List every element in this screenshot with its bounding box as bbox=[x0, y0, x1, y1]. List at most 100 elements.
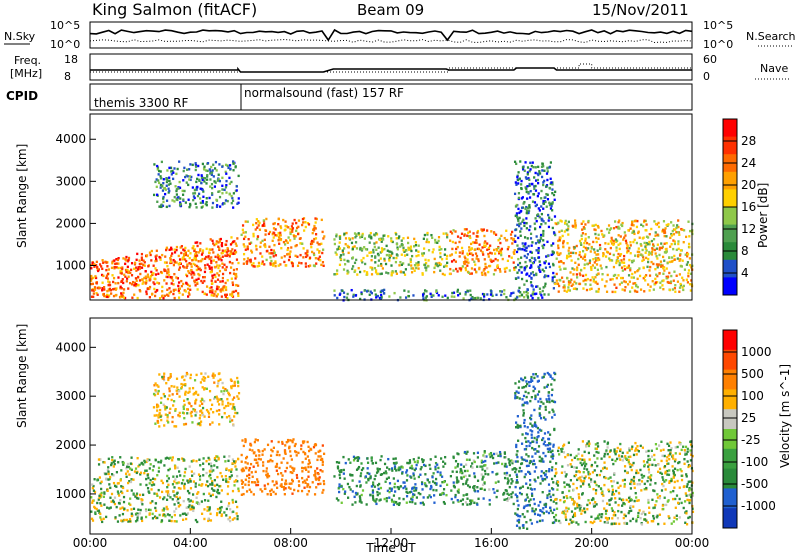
range-cell bbox=[551, 408, 554, 411]
range-cell bbox=[286, 461, 289, 465]
range-cell bbox=[574, 226, 577, 229]
range-cell bbox=[171, 498, 174, 501]
range-cell bbox=[224, 281, 227, 285]
range-cell bbox=[188, 256, 191, 260]
range-cell bbox=[249, 462, 253, 466]
range-cell bbox=[647, 283, 650, 286]
range-cell bbox=[153, 477, 157, 481]
range-cell bbox=[554, 233, 557, 237]
range-cell bbox=[580, 237, 583, 241]
range-cell bbox=[207, 255, 210, 258]
range-cell bbox=[200, 279, 203, 283]
range-cell bbox=[469, 248, 472, 251]
range-cell bbox=[528, 169, 531, 173]
range-cell bbox=[458, 255, 461, 258]
freq-unit-label: [MHz] bbox=[10, 67, 42, 80]
range-cell bbox=[507, 458, 510, 461]
range-cell bbox=[498, 268, 501, 271]
range-cell bbox=[142, 463, 145, 466]
range-cell bbox=[166, 288, 169, 292]
range-cell bbox=[605, 290, 609, 293]
range-cell bbox=[230, 194, 233, 198]
range-cell bbox=[216, 384, 219, 388]
range-cell bbox=[518, 224, 521, 228]
range-cell bbox=[211, 291, 214, 294]
range-cell bbox=[409, 245, 413, 248]
range-cell bbox=[483, 450, 486, 453]
range-cell bbox=[542, 220, 545, 223]
range-cell bbox=[250, 251, 254, 254]
range-cell bbox=[651, 247, 654, 250]
range-cell bbox=[174, 467, 177, 470]
range-cell bbox=[201, 378, 204, 381]
range-cell bbox=[518, 527, 521, 530]
range-cell bbox=[397, 487, 400, 491]
range-cell bbox=[388, 256, 391, 259]
range-cell bbox=[165, 177, 169, 180]
range-cell bbox=[352, 455, 356, 459]
range-cell bbox=[470, 272, 473, 275]
range-cell bbox=[163, 269, 166, 273]
range-cell bbox=[163, 464, 166, 467]
range-cell bbox=[149, 478, 152, 482]
range-cell bbox=[172, 475, 175, 478]
range-cell bbox=[192, 480, 195, 483]
range-cell bbox=[563, 284, 566, 287]
range-cell bbox=[234, 479, 238, 482]
range-cell bbox=[449, 239, 452, 242]
range-cell bbox=[205, 285, 209, 288]
range-cell bbox=[510, 237, 513, 240]
range-cell bbox=[534, 447, 537, 451]
range-cell bbox=[535, 285, 538, 288]
range-cell bbox=[465, 458, 469, 461]
range-cell bbox=[97, 458, 101, 461]
range-cell bbox=[198, 197, 202, 200]
range-cell bbox=[130, 514, 133, 518]
range-cell bbox=[546, 447, 549, 451]
range-cell bbox=[317, 257, 320, 260]
range-cell bbox=[539, 233, 543, 237]
range-cell bbox=[457, 491, 460, 494]
range-cell bbox=[205, 293, 208, 296]
range-cell bbox=[246, 220, 249, 223]
range-cell bbox=[548, 489, 551, 493]
range-cell bbox=[192, 459, 195, 462]
range-cell bbox=[321, 460, 324, 464]
range-cell bbox=[524, 161, 527, 164]
range-cell bbox=[472, 297, 475, 300]
range-cell bbox=[258, 264, 261, 268]
range-cell bbox=[422, 463, 426, 467]
range-cell bbox=[101, 281, 104, 284]
range-cell bbox=[515, 445, 518, 449]
range-cell bbox=[535, 466, 538, 469]
range-cell bbox=[207, 375, 210, 378]
range-cell bbox=[184, 253, 188, 257]
range-cell bbox=[476, 490, 480, 493]
range-cell bbox=[258, 228, 262, 231]
range-cell bbox=[208, 507, 211, 511]
range-cell bbox=[397, 468, 400, 472]
range-cell bbox=[597, 226, 600, 229]
range-cell bbox=[282, 488, 286, 491]
range-cell bbox=[366, 254, 369, 257]
range-cell bbox=[623, 236, 626, 239]
range-cell bbox=[374, 255, 377, 258]
range-cell bbox=[496, 264, 499, 267]
range-cell bbox=[523, 401, 526, 404]
range-cell bbox=[437, 294, 440, 297]
range-cell bbox=[487, 473, 490, 476]
range-cell bbox=[101, 287, 104, 290]
range-cell bbox=[254, 438, 257, 441]
range-cell bbox=[221, 255, 224, 258]
range-cell bbox=[275, 469, 278, 472]
range-cell bbox=[310, 245, 313, 249]
range-cell bbox=[194, 241, 197, 244]
range-cell bbox=[439, 471, 442, 474]
range-cell bbox=[414, 483, 417, 486]
range-cell bbox=[218, 511, 221, 514]
range-cell bbox=[488, 453, 491, 456]
range-cell bbox=[168, 287, 171, 290]
range-cell bbox=[456, 465, 459, 468]
range-cell bbox=[454, 251, 457, 254]
range-cell bbox=[347, 251, 350, 255]
